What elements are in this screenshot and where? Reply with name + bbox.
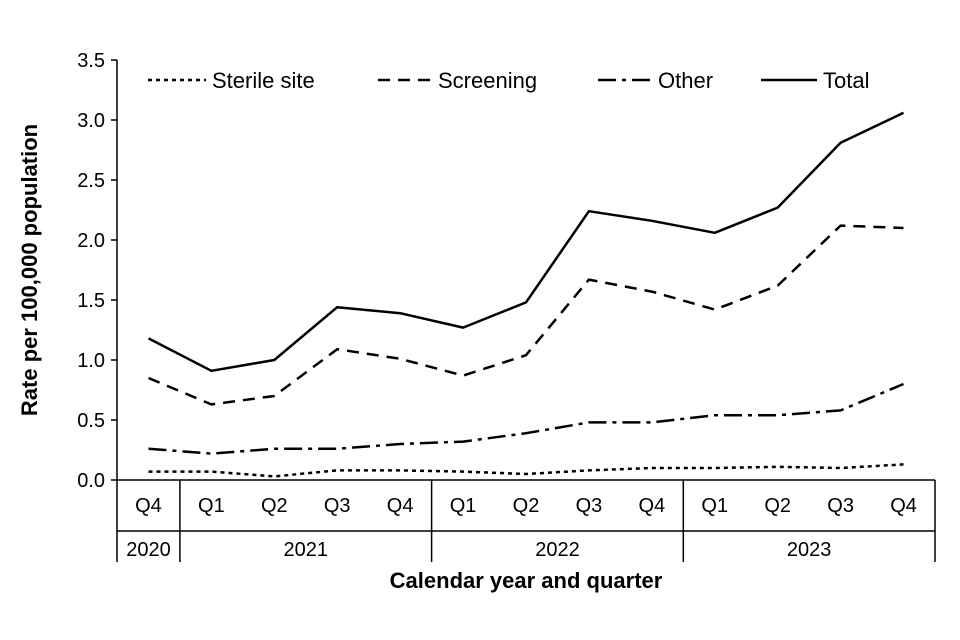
x-tick-label: Q1 xyxy=(450,495,477,517)
x-tick-label: Q3 xyxy=(576,495,603,517)
y-axis-title: Rate per 100,000 population xyxy=(17,124,42,416)
series-line-sterile-site xyxy=(148,463,904,478)
x-tick-label: Q3 xyxy=(324,495,351,517)
y-tick-label: 2.0 xyxy=(77,230,105,252)
legend-label: Sterile site xyxy=(212,68,315,93)
x-year-label: 2021 xyxy=(284,539,329,561)
x-tick-label: Q4 xyxy=(135,495,162,517)
x-tick-label: Q4 xyxy=(890,495,917,517)
x-tick-label: Q2 xyxy=(764,495,791,517)
x-year-label: 2023 xyxy=(787,539,832,561)
legend: Sterile site Screening Other Total xyxy=(148,68,869,93)
y-tick-label: 0.0 xyxy=(77,470,105,492)
y-ticks: 0.0 0.5 1.0 1.5 2.0 2.5 3.0 3.5 xyxy=(77,50,117,492)
x-tick-label: Q4 xyxy=(387,495,414,517)
x-tick-label: Q1 xyxy=(198,495,225,517)
x-tick-label: Q4 xyxy=(639,495,666,517)
y-tick-label: 2.5 xyxy=(77,170,105,192)
legend-label: Screening xyxy=(438,68,537,93)
y-tick-label: 1.5 xyxy=(77,290,105,312)
legend-label: Other xyxy=(658,68,713,93)
y-tick-label: 3.5 xyxy=(77,50,105,72)
series-line-total xyxy=(147,111,905,373)
x-axis-title: Calendar year and quarter xyxy=(390,568,663,593)
x-tick-label: Q3 xyxy=(827,495,854,517)
series-lines xyxy=(147,111,905,478)
x-year-label: 2020 xyxy=(126,539,171,561)
y-tick-label: 0.5 xyxy=(77,410,105,432)
legend-label: Total xyxy=(823,68,869,93)
y-tick-label: 3.0 xyxy=(77,110,105,132)
x-tick-label: Q1 xyxy=(701,495,728,517)
x-tick-label: Q2 xyxy=(513,495,540,517)
y-tick-label: 1.0 xyxy=(77,350,105,372)
x-year-label: 2022 xyxy=(535,539,580,561)
x-tick-label: Q2 xyxy=(261,495,288,517)
x-axis-categories: Q4 Q1 Q2 Q3 Q4 Q1 Q2 Q3 Q4 Q1 Q2 Q3 Q4 2020 2021 2022 20… xyxy=(116,480,936,562)
series-line-other xyxy=(148,382,904,455)
series-line-screening xyxy=(148,224,904,406)
